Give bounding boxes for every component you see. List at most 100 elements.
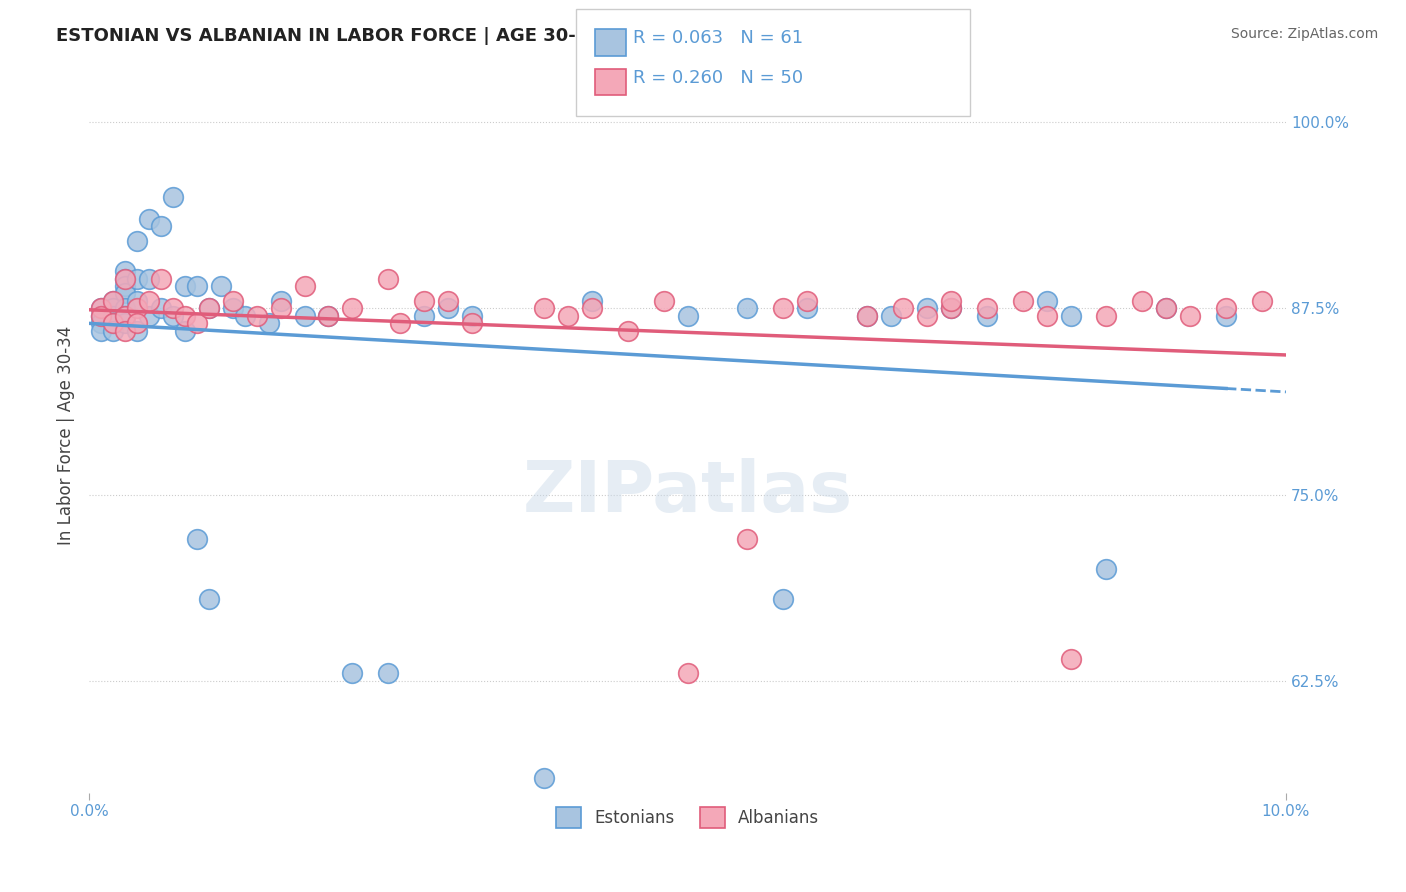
Point	[557, 309, 579, 323]
Point	[939, 301, 962, 316]
Point	[939, 293, 962, 308]
Point	[125, 324, 148, 338]
Point	[676, 666, 699, 681]
Point	[114, 286, 136, 301]
Point	[1095, 562, 1118, 576]
Point	[294, 279, 316, 293]
Point	[437, 301, 460, 316]
Point	[1215, 301, 1237, 316]
Point	[581, 293, 603, 308]
Point	[1130, 293, 1153, 308]
Point	[162, 309, 184, 323]
Point	[114, 324, 136, 338]
Point	[186, 316, 208, 330]
Point	[796, 293, 818, 308]
Point	[318, 309, 340, 323]
Point	[101, 316, 124, 330]
Point	[1035, 309, 1057, 323]
Point	[138, 293, 160, 308]
Point	[114, 316, 136, 330]
Point	[915, 301, 938, 316]
Point	[856, 309, 879, 323]
Point	[377, 271, 399, 285]
Point	[149, 219, 172, 234]
Point	[976, 309, 998, 323]
Point	[186, 279, 208, 293]
Point	[1059, 651, 1081, 665]
Point	[125, 316, 148, 330]
Text: ZIPatlas: ZIPatlas	[523, 458, 852, 527]
Point	[461, 309, 484, 323]
Point	[149, 271, 172, 285]
Point	[1059, 309, 1081, 323]
Point	[246, 309, 269, 323]
Point	[90, 316, 112, 330]
Point	[101, 301, 124, 316]
Point	[939, 301, 962, 316]
Point	[138, 212, 160, 227]
Point	[173, 324, 195, 338]
Point	[173, 309, 195, 323]
Point	[125, 301, 148, 316]
Point	[461, 316, 484, 330]
Point	[173, 279, 195, 293]
Point	[737, 301, 759, 316]
Point	[616, 324, 638, 338]
Point	[294, 309, 316, 323]
Point	[1035, 293, 1057, 308]
Point	[533, 301, 555, 316]
Point	[197, 301, 219, 316]
Point	[413, 293, 436, 308]
Point	[676, 309, 699, 323]
Point	[652, 293, 675, 308]
Legend: Estonians, Albanians: Estonians, Albanians	[550, 801, 825, 834]
Point	[1251, 293, 1274, 308]
Text: R = 0.063   N = 61: R = 0.063 N = 61	[633, 29, 803, 47]
Point	[101, 316, 124, 330]
Point	[976, 301, 998, 316]
Point	[342, 301, 364, 316]
Point	[1011, 293, 1033, 308]
Point	[377, 666, 399, 681]
Point	[197, 301, 219, 316]
Point	[257, 316, 280, 330]
Point	[162, 189, 184, 203]
Point	[880, 309, 903, 323]
Point	[114, 271, 136, 285]
Point	[915, 309, 938, 323]
Text: ESTONIAN VS ALBANIAN IN LABOR FORCE | AGE 30-34 CORRELATION CHART: ESTONIAN VS ALBANIAN IN LABOR FORCE | AG…	[56, 27, 823, 45]
Point	[114, 301, 136, 316]
Point	[413, 309, 436, 323]
Point	[125, 271, 148, 285]
Point	[138, 271, 160, 285]
Point	[125, 235, 148, 249]
Y-axis label: In Labor Force | Age 30-34: In Labor Force | Age 30-34	[58, 326, 75, 545]
Point	[114, 309, 136, 323]
Point	[197, 591, 219, 606]
Point	[162, 301, 184, 316]
Text: R = 0.260   N = 50: R = 0.260 N = 50	[633, 70, 803, 87]
Point	[186, 533, 208, 547]
Point	[90, 301, 112, 316]
Point	[796, 301, 818, 316]
Point	[318, 309, 340, 323]
Point	[1095, 309, 1118, 323]
Point	[114, 271, 136, 285]
Point	[772, 591, 794, 606]
Point	[90, 309, 112, 323]
Point	[101, 293, 124, 308]
Point	[270, 301, 292, 316]
Point	[101, 324, 124, 338]
Point	[90, 309, 112, 323]
Point	[101, 293, 124, 308]
Point	[389, 316, 412, 330]
Point	[125, 293, 148, 308]
Point	[138, 309, 160, 323]
Point	[222, 293, 245, 308]
Point	[222, 301, 245, 316]
Point	[1180, 309, 1202, 323]
Point	[856, 309, 879, 323]
Point	[90, 324, 112, 338]
Point	[1154, 301, 1177, 316]
Point	[114, 264, 136, 278]
